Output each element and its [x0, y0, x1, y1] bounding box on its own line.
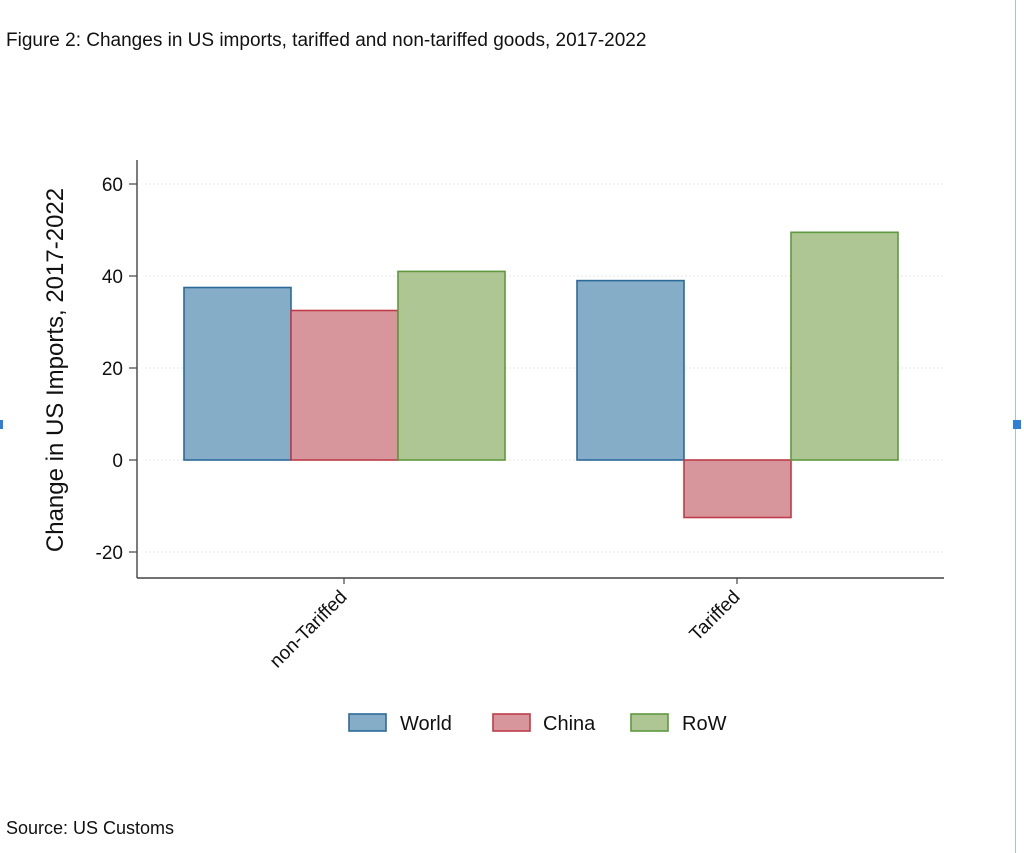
bar-world-tariffed	[576, 279, 685, 461]
legend-item-world: World	[348, 713, 452, 735]
bar-row-tariffed	[790, 231, 899, 461]
legend-label-world: World	[400, 713, 452, 735]
legend: World China RoW	[348, 713, 727, 735]
y-tick-label: 40	[102, 267, 123, 288]
bar-china-tariffed	[683, 459, 792, 519]
figure-title: Figure 2: Changes in US imports, tariffe…	[6, 30, 647, 51]
y-tick-label: -20	[96, 543, 123, 564]
right-resize-handle[interactable]	[1013, 420, 1021, 429]
x-tick-label-tariffed: Tariffed	[686, 587, 745, 646]
legend-swatch-world	[348, 713, 387, 732]
legend-label-china: China	[543, 713, 596, 735]
legend-swatch-row	[630, 713, 669, 732]
axes	[136, 160, 944, 579]
left-resize-handle[interactable]	[0, 420, 3, 429]
bar-china-non-tariffed	[290, 309, 399, 461]
legend-item-china: China	[492, 713, 596, 735]
y-ticks: -20 0 20 40 60	[96, 175, 137, 564]
legend-swatch-china	[492, 713, 531, 732]
x-tick-label-non-tariffed: non-Tariffed	[266, 587, 352, 673]
y-axis-title: Change in US Imports, 2017-2022	[42, 188, 69, 552]
y-tick-label: 0	[112, 451, 123, 472]
y-tick-label: 60	[102, 175, 123, 196]
bars	[183, 231, 899, 519]
x-tick-labels: non-Tariffed Tariffed	[266, 578, 745, 672]
legend-label-row: RoW	[682, 713, 727, 735]
source-note: Source: US Customs	[6, 818, 175, 838]
legend-item-row: RoW	[630, 713, 727, 735]
bar-row-non-tariffed	[397, 270, 506, 461]
bar-world-non-tariffed	[183, 286, 292, 461]
y-tick-label: 20	[102, 359, 123, 380]
